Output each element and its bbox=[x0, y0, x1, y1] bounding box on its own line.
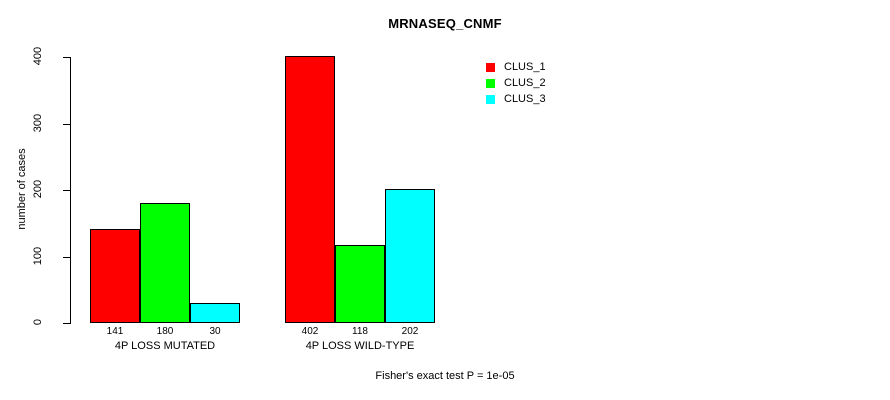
y-tick-mark bbox=[63, 123, 70, 125]
y-tick-mark bbox=[63, 190, 70, 191]
bar-value-label: 202 bbox=[401, 326, 419, 337]
legend-item: CLUS_1 bbox=[486, 59, 546, 75]
group-label: 4P LOSS WILD-TYPE bbox=[305, 340, 415, 352]
bar-value-label: 30 bbox=[209, 326, 221, 337]
bar bbox=[190, 303, 240, 323]
y-tick-label: 200 bbox=[32, 179, 44, 199]
y-tick-label: 300 bbox=[32, 113, 44, 132]
y-tick-label-wrap: 0 bbox=[18, 316, 58, 330]
legend-label: CLUS_2 bbox=[504, 77, 546, 89]
legend: CLUS_1 CLUS_2 CLUS_3 bbox=[486, 59, 546, 107]
legend-label: CLUS_1 bbox=[504, 61, 546, 73]
bar-value-label: 141 bbox=[106, 326, 124, 337]
y-tick-label: 0 bbox=[32, 318, 44, 326]
y-tick-label-wrap: 400 bbox=[18, 47, 58, 65]
y-axis-line bbox=[70, 57, 71, 324]
y-tick-mark bbox=[63, 57, 70, 58]
bar bbox=[140, 203, 190, 323]
legend-swatch-icon bbox=[486, 94, 495, 104]
y-tick-mark bbox=[63, 256, 70, 258]
bar bbox=[335, 244, 385, 323]
legend-item: CLUS_2 bbox=[486, 75, 546, 91]
y-axis-title: number of cases bbox=[16, 148, 28, 230]
chart-title: MRNASEQ_CNMF bbox=[388, 16, 502, 31]
bar bbox=[385, 188, 435, 323]
bar bbox=[285, 55, 335, 323]
bar-value-label: 180 bbox=[156, 326, 174, 337]
bar bbox=[90, 229, 140, 323]
y-tick-mark bbox=[63, 323, 70, 324]
legend-swatch-icon bbox=[486, 78, 495, 88]
footnote-text: Fisher's exact test P = 1e-05 bbox=[375, 370, 515, 382]
y-tick-label-wrap: 100 bbox=[18, 246, 58, 264]
legend-swatch-icon bbox=[486, 62, 495, 72]
legend-item: CLUS_3 bbox=[486, 91, 546, 107]
legend-label: CLUS_3 bbox=[504, 93, 546, 105]
y-tick-label: 400 bbox=[32, 46, 44, 66]
bar-value-label: 402 bbox=[301, 326, 319, 337]
y-tick-label: 100 bbox=[32, 246, 44, 265]
bar-value-label: 118 bbox=[352, 326, 368, 337]
group-label: 4P LOSS MUTATED bbox=[114, 340, 216, 352]
